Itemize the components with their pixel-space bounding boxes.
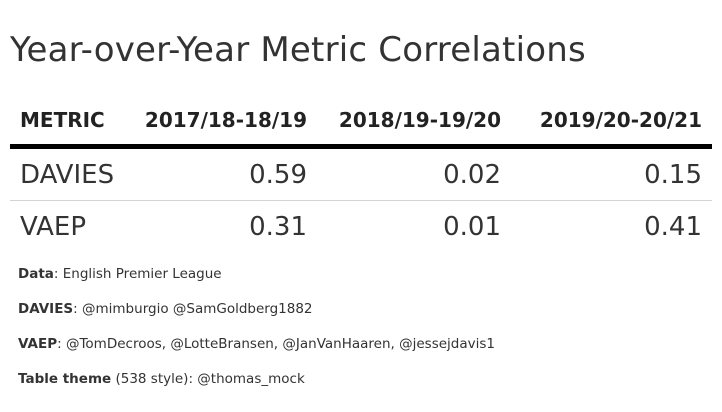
note-separator: : [57,336,62,352]
note-text: @thomas_mock [193,371,305,387]
column-header-metric: METRIC [20,108,105,132]
note-text: @mimburgio @SamGoldberg1882 [77,301,313,317]
source-notes: Data: English Premier League DAVIES: @mi… [18,264,495,404]
note-label: Data [18,266,54,282]
note-davies-credit: DAVIES: @mimburgio @SamGoldberg1882 [18,299,495,334]
table-header-row: METRIC 2017/18-18/19 2018/19-19/20 2019/… [10,96,712,149]
column-header-season-1: 2017/18-18/19 [144,108,307,132]
note-label: DAVIES [18,301,74,317]
note-data-source: Data: English Premier League [18,264,495,299]
table-row-davies: DAVIES 0.59 0.02 0.15 [10,149,712,201]
note-text: English Premier League [58,266,222,282]
note-label: VAEP [18,336,58,352]
column-header-season-3: 2019/20-20/21 [539,108,702,132]
metric-name-cell: DAVIES [20,159,115,190]
metric-name-cell: VAEP [20,211,87,242]
note-text: @TomDecroos, @LotteBransen, @JanVanHaare… [61,336,495,352]
value-cell: 0.31 [249,211,307,242]
table-row-vaep: VAEP 0.31 0.01 0.41 [10,201,712,252]
note-table-theme-credit: Table theme (538 style): @thomas_mock [18,369,495,404]
note-paren: (538 style) [111,371,189,387]
note-separator: : [73,301,78,317]
note-separator: : [188,371,193,387]
note-separator: : [53,266,59,282]
value-cell: 0.15 [644,159,702,190]
value-cell: 0.59 [249,159,307,190]
correlation-table: METRIC 2017/18-18/19 2018/19-19/20 2019/… [10,96,712,252]
value-cell: 0.02 [443,159,501,190]
note-vaep-credit: VAEP: @TomDecroos, @LotteBransen, @JanVa… [18,334,495,369]
column-header-season-2: 2018/19-19/20 [338,108,501,132]
value-cell: 0.41 [644,211,702,242]
note-label: Table theme [18,371,112,387]
value-cell: 0.01 [443,211,501,242]
page-title: Year-over-Year Metric Correlations [10,30,586,70]
